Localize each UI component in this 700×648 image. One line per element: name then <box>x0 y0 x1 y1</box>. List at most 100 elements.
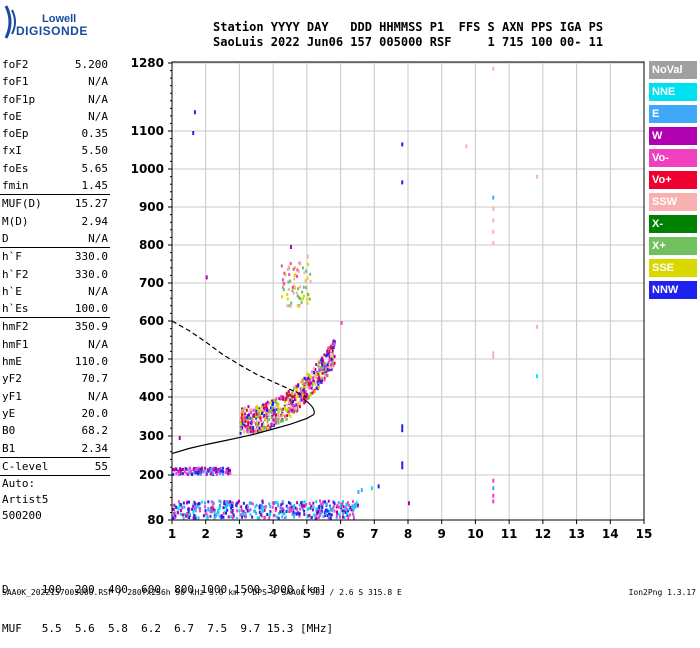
echo-point <box>227 468 230 472</box>
footer-info: SAA0K_2022157005000.RSF / 280fx256h 50 k… <box>2 588 402 597</box>
echo-point <box>328 509 331 513</box>
echo-point <box>300 398 303 402</box>
echo-point <box>298 514 301 518</box>
echo-point <box>194 509 197 513</box>
echo-point <box>311 371 314 375</box>
echo-point <box>261 410 264 414</box>
echo-point <box>203 468 206 472</box>
echo-point <box>256 420 259 424</box>
echo-point <box>302 399 305 403</box>
echo-point <box>288 401 291 405</box>
y-tick-label: 1100 <box>131 124 164 138</box>
echo-point <box>292 404 295 408</box>
echo-point <box>300 393 303 397</box>
echo-point <box>192 516 195 520</box>
echo-point <box>289 414 292 418</box>
echo-point <box>330 367 333 371</box>
echo-point <box>292 510 295 514</box>
echo-point <box>251 515 254 519</box>
echo-point <box>301 381 304 385</box>
echo-point <box>492 486 495 491</box>
echo-point <box>352 516 355 520</box>
echo-point <box>182 516 185 520</box>
echo-point <box>255 406 258 410</box>
echo-point <box>251 413 254 417</box>
echo-point <box>302 377 305 381</box>
echo-point <box>313 380 316 384</box>
param-value: 5.65 <box>81 161 109 175</box>
echo-point <box>255 511 258 515</box>
echo-point <box>262 423 265 427</box>
echo-point <box>299 391 302 395</box>
param-value: 15.27 <box>74 197 108 211</box>
echo-point <box>241 512 244 516</box>
echo-point <box>303 513 306 517</box>
echo-point <box>287 265 290 269</box>
echo-point <box>311 391 314 395</box>
echo-point <box>335 516 338 520</box>
echo-point <box>188 466 191 470</box>
echo-point <box>218 499 221 503</box>
echo-point <box>281 278 284 282</box>
echo-point <box>267 408 270 412</box>
echo-point <box>243 415 246 419</box>
echo-point <box>295 512 298 516</box>
echo-point <box>221 466 224 470</box>
echo-point <box>265 427 268 431</box>
echo-point <box>317 379 320 383</box>
echo-point <box>249 427 252 431</box>
echo-point <box>274 509 277 513</box>
echo-point <box>271 401 274 405</box>
echo-point <box>291 512 294 516</box>
auto-scaling-line: Artist5 <box>2 493 49 507</box>
echo-point <box>308 382 311 386</box>
echo-point <box>246 429 249 433</box>
echo-point <box>179 467 182 471</box>
echo-point <box>320 376 323 380</box>
echo-point <box>267 413 270 417</box>
echo-point <box>281 509 284 513</box>
echo-point <box>331 356 334 360</box>
echo-point <box>261 499 264 503</box>
echo-point <box>295 291 298 295</box>
echo-point <box>250 420 253 424</box>
echo-point <box>377 484 380 489</box>
param-value: N/A <box>88 337 108 351</box>
echo-point <box>257 426 260 430</box>
echo-point <box>176 511 179 515</box>
echo-point <box>268 417 271 421</box>
echo-point <box>246 419 249 423</box>
echo-point <box>318 499 321 503</box>
echo-point <box>222 515 225 519</box>
echo-point <box>283 511 286 515</box>
echo-point <box>252 414 255 418</box>
echo-point <box>269 505 272 509</box>
auto-scaling-line: Auto: <box>2 477 36 491</box>
echo-point <box>282 281 285 285</box>
echo-point <box>312 382 315 386</box>
echo-point <box>345 503 348 507</box>
echo-point <box>347 509 350 513</box>
echo-point <box>277 402 280 406</box>
echo-point <box>266 419 269 423</box>
echo-point <box>326 367 329 371</box>
echo-point <box>247 423 250 427</box>
echo-point <box>222 470 225 474</box>
echo-point <box>178 436 181 440</box>
echo-point <box>238 509 241 513</box>
echo-point <box>258 426 261 430</box>
echo-point <box>287 280 290 284</box>
echo-point <box>252 429 255 433</box>
footer-version: Ion2Png 1.3.17 <box>628 588 696 597</box>
echo-point <box>214 515 217 519</box>
echo-point <box>197 502 200 506</box>
echo-point <box>349 505 352 509</box>
echo-point <box>329 515 332 519</box>
echo-point <box>283 400 286 404</box>
echo-point <box>259 505 262 509</box>
echo-point <box>272 514 275 518</box>
echo-point <box>281 407 284 411</box>
echo-point <box>242 416 245 420</box>
echo-point <box>342 505 345 509</box>
muf-row: MUF 5.5 5.6 5.8 6.2 6.7 7.5 9.7 15.3 [MH… <box>2 622 334 635</box>
